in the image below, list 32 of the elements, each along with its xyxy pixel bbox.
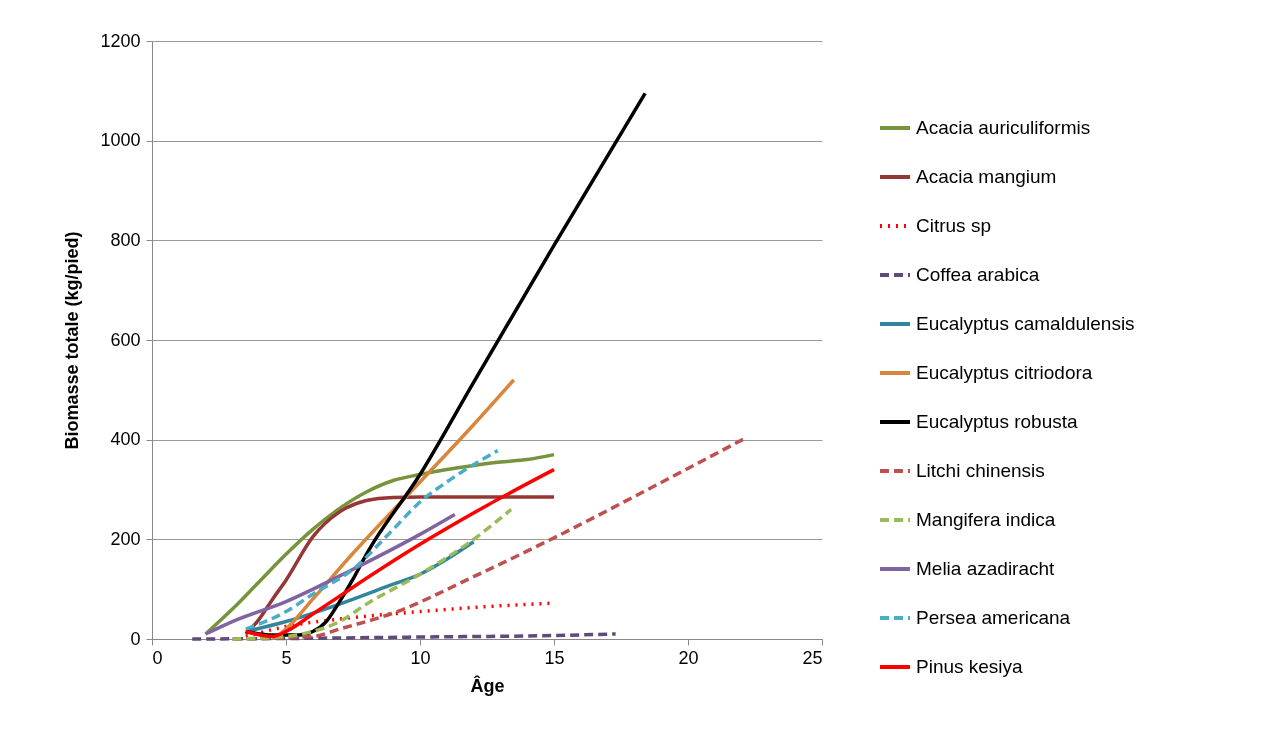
legend-label: Eucalyptus citriodora [916, 362, 1093, 383]
x-axis-title: Âge [470, 674, 505, 696]
y-tick-label: 200 [110, 528, 141, 549]
y-tick-label: 800 [110, 229, 141, 250]
legend-label: Mangifera indica [916, 509, 1056, 530]
x-tick-label: 5 [281, 647, 292, 668]
y-tick-label: 0 [130, 628, 141, 649]
y-tick-label: 1000 [100, 130, 141, 151]
legend-label: Melia azadiracht [916, 558, 1056, 579]
line-series [244, 495, 556, 636]
y-tick-label: 600 [110, 329, 141, 350]
line-series [244, 448, 500, 631]
x-tick-label: 15 [544, 647, 565, 668]
legend-label: Litchi chinensis [916, 460, 1045, 481]
x-tick-label: 20 [678, 647, 699, 668]
y-tick-label: 1200 [100, 30, 141, 51]
x-tick-label: 0 [152, 647, 163, 668]
legend-label: Coffea arabica [916, 264, 1040, 285]
line-series [244, 467, 556, 639]
y-axis-title: Biomasse totale (kg/pied) [62, 231, 83, 450]
legend-label: Eucalyptus camaldulensis [916, 313, 1135, 334]
legend-label: Citrus sp [916, 215, 991, 236]
legend-label: Acacia mangium [916, 166, 1057, 187]
x-tick-label: 25 [802, 647, 823, 668]
x-tick-label: 10 [410, 647, 431, 668]
legend-label: Acacia auriculiformis [916, 117, 1091, 138]
legend-label: Eucalyptus robusta [916, 411, 1079, 432]
y-tick-label: 400 [110, 429, 141, 450]
line-series [203, 512, 457, 636]
legend-label: Persea americana [916, 607, 1071, 628]
line-series [230, 507, 513, 641]
legend-label: Pinus kesiya [916, 656, 1024, 677]
